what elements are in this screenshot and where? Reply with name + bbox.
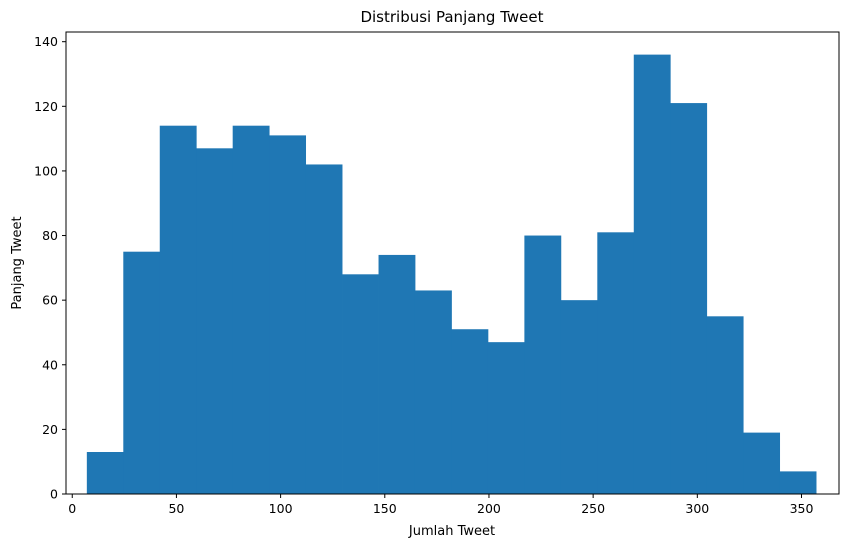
histogram-bar (305, 164, 343, 494)
histogram-bar (342, 274, 379, 494)
x-tick-label: 150 (373, 501, 397, 516)
histogram-bar (779, 471, 817, 494)
y-tick-label: 100 (34, 163, 58, 178)
x-axis-ticks: 0 50 100 150 200 250 300 350 (68, 494, 813, 516)
histogram-bar (487, 342, 525, 494)
chart-title: Distribusi Panjang Tweet (360, 8, 543, 26)
histogram-bar (86, 452, 124, 494)
histogram-bar (743, 432, 781, 494)
histogram-bar (159, 125, 197, 494)
plot-frame (65, 31, 840, 495)
histogram-bar (524, 235, 562, 495)
histogram-bar (706, 316, 744, 494)
histogram-bar (196, 148, 234, 495)
x-tick-label: 250 (581, 501, 605, 516)
x-axis-label: Jumlah Tweet (408, 524, 495, 539)
histogram-bar (123, 251, 161, 494)
x-tick-label: 350 (790, 501, 814, 516)
y-tick-label: 20 (42, 422, 58, 437)
y-axis-ticks: 0 20 40 60 80 100 120 140 (34, 34, 66, 502)
x-tick-label: 50 (168, 501, 184, 516)
x-tick-label: 0 (68, 501, 76, 516)
y-tick-label: 140 (34, 34, 58, 49)
x-tick-label: 200 (477, 501, 501, 516)
y-axis-label: Panjang Tweet (10, 216, 25, 309)
x-tick-label: 100 (269, 501, 293, 516)
y-tick-label: 80 (42, 228, 58, 243)
y-tick-label: 0 (50, 487, 58, 502)
histogram-bar (670, 103, 708, 495)
y-tick-label: 40 (42, 357, 58, 372)
histogram-bar (560, 300, 598, 494)
histogram-bar (232, 125, 270, 494)
y-tick-label: 120 (34, 99, 58, 114)
x-tick-label: 300 (685, 501, 709, 516)
histogram-bar (414, 290, 452, 494)
histogram-bar (451, 329, 489, 494)
histogram-bar (597, 232, 635, 495)
histogram-bar (633, 54, 671, 494)
bars-group (86, 54, 817, 495)
histogram-bar (269, 135, 307, 494)
histogram-bar (378, 254, 416, 494)
y-tick-label: 60 (42, 293, 58, 308)
